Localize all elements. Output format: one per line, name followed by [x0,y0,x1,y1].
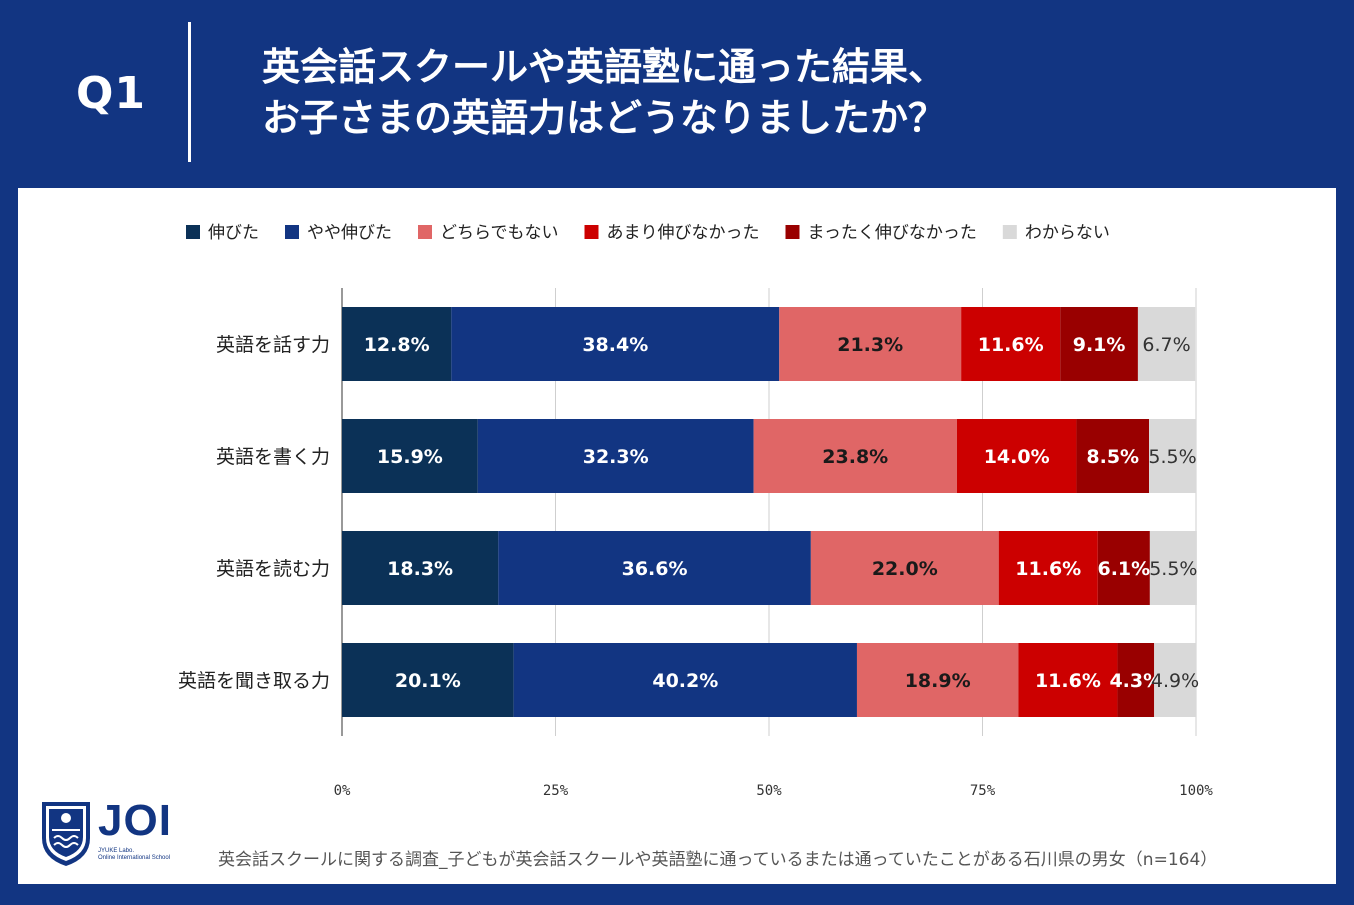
data-label: 18.3% [387,558,453,580]
data-label: 6.7% [1142,334,1190,356]
data-label: 4.3% [1109,670,1162,692]
question-number: Q1 [76,68,147,119]
bar-segment [1097,531,1150,605]
header-divider [188,22,191,162]
bar-segment [342,643,514,717]
data-label: 9.1% [1073,334,1126,356]
bar-segment [961,307,1061,381]
category-label: 英語を話す力 [216,334,330,356]
legend-label: まったく伸びなかった [808,223,977,243]
data-label: 8.5% [1086,446,1139,468]
title-line-1: 英会話スクールや英語塾に通った結果、 [262,45,947,89]
legend-swatch [186,225,200,239]
data-label: 23.8% [822,446,888,468]
legend-swatch [785,225,800,239]
legend-swatch [1002,225,1017,239]
bar-segment [956,419,1077,493]
bar-segment [810,531,999,605]
bar-segment [342,419,478,493]
bar-segment [1137,307,1196,381]
legend-label: やや伸びた [307,223,392,243]
bar-segment [477,419,754,493]
x-tick-label: 75% [970,783,996,799]
bar-segment [753,419,957,493]
logo-sub-line-1: JYUKE Labo. [98,848,135,854]
category-label: 英語を書く力 [216,446,330,468]
stacked-bar-chart: 0% 25% 50% 75% 100% 伸びた やや伸びた どちらでもない あまり伸びなかった ま… [178,223,1213,799]
bar-segment [1154,643,1196,717]
data-label: 4.9% [1151,670,1199,692]
logo-wordmark: JOI [98,796,172,845]
joi-logo-icon [42,802,90,866]
bar-segment [513,643,857,717]
bar-segment [451,307,780,381]
data-label: 6.1% [1097,558,1150,580]
bar-segment [498,531,811,605]
data-label: 18.9% [905,670,971,692]
data-label: 21.3% [837,334,903,356]
category-label: 英語を聞き取る力 [178,670,330,692]
data-label: 38.4% [582,334,648,356]
bar-segment [998,531,1098,605]
data-label: 5.5% [1148,446,1196,468]
data-label: 12.8% [364,334,430,356]
x-tick-label: 25% [543,783,569,799]
bar-segment [342,307,452,381]
data-label: 11.6% [978,334,1044,356]
bar-segment [1018,643,1118,717]
data-label: 14.0% [984,446,1050,468]
legend-swatch [285,225,299,239]
logo-sub-line-2: Online International School [98,855,171,861]
x-tick-label: 0% [334,783,351,799]
legend-swatch [584,225,599,239]
legend-label: 伸びた [208,223,259,243]
data-label: 11.6% [1015,558,1081,580]
x-tick-label: 100% [1179,783,1213,799]
category-label: 英語を読む力 [216,558,330,580]
bar-segment [856,643,1019,717]
legend-label: どちらでもない [440,223,559,243]
data-label: 11.6% [1035,670,1101,692]
data-label: 20.1% [395,670,461,692]
data-label: 32.3% [583,446,649,468]
page-title: 英会話スクールや英語塾に通った結果、 お子さまの英語力はどうなりましたか？ [262,42,946,144]
x-tick-label: 50% [756,783,782,799]
data-label: 15.9% [377,446,443,468]
data-label: 22.0% [872,558,938,580]
bar-segment [1076,419,1150,493]
data-label: 36.6% [622,558,688,580]
bar-segment [1060,307,1138,381]
legend-label: わからない [1025,223,1110,243]
legend-swatch [418,225,432,239]
bar-segment [342,531,499,605]
logo-subtitle: JYUKE Labo. Online International School [98,848,170,862]
bar-segment [1149,419,1196,493]
chart-panel: 0% 25% 50% 75% 100% 伸びた やや伸びた どちらでもない あまり伸びなかった ま… [18,188,1336,884]
bar-segment [1117,643,1155,717]
data-label: 5.5% [1149,558,1197,580]
bar-segment [779,307,962,381]
data-label: 40.2% [652,670,718,692]
survey-source-note: 英会話スクールに関する調査_子どもが英会話スクールや英語塾に通っているまたは通っ… [218,850,1218,870]
bar-segment [1149,531,1197,605]
legend-label: あまり伸びなかった [607,223,760,243]
title-line-2: お子さまの英語力はどうなりましたか？ [262,96,947,140]
